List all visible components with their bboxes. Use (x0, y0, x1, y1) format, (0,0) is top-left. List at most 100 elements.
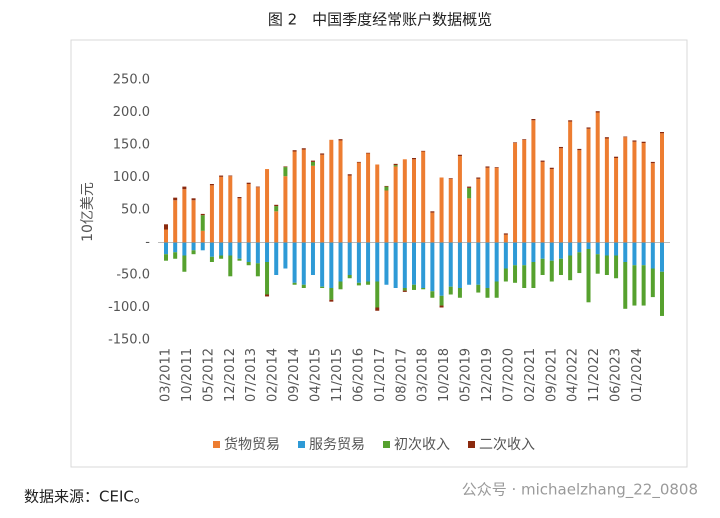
legend-label: 服务贸易 (309, 437, 365, 453)
bar-segment (650, 268, 655, 298)
bar-segment (356, 282, 361, 286)
bar-segment (549, 167, 554, 170)
bar-segment (393, 242, 398, 288)
bar-segment (219, 176, 224, 243)
bar-segment (356, 242, 361, 283)
x-tick-label: 12/2012 (223, 348, 238, 402)
y-tick-label: 150.0 (113, 138, 150, 153)
bar-segment (421, 242, 426, 288)
bar-segment (366, 242, 371, 282)
bar-segment (485, 167, 490, 243)
bar-segment (164, 224, 168, 230)
bar-segment (375, 164, 380, 243)
bar-segment (209, 184, 214, 186)
bar-segment (513, 242, 518, 266)
bar-segment (412, 159, 416, 243)
bar-segment (366, 152, 371, 154)
bar-segment (467, 187, 472, 199)
bar-segment (614, 255, 619, 279)
bar-segment (173, 252, 178, 259)
x-tick-label: 04/2015 (309, 348, 324, 402)
bar-segment (265, 294, 270, 297)
bar-segment (568, 242, 573, 256)
x-tick-label: 01/2017 (373, 348, 388, 402)
x-tick-label: 01/2024 (630, 348, 645, 402)
bar-segment (283, 166, 288, 168)
bar-segment (366, 153, 371, 243)
bar-segment (586, 127, 591, 129)
bar-segment (301, 284, 306, 288)
bar-segment (522, 265, 527, 288)
bar-segment (586, 242, 591, 249)
bar-segment (402, 242, 407, 288)
bar-segment (219, 255, 224, 259)
bar-segment (292, 242, 297, 283)
bar-segment (283, 167, 288, 177)
bar-segment (641, 265, 646, 306)
bar-segment (274, 204, 279, 207)
bar-segment (660, 271, 664, 316)
bar-segment (292, 150, 297, 152)
bar-segment (604, 255, 609, 275)
bar-segment (623, 137, 628, 243)
bar-segment (595, 242, 600, 255)
bar-segment (301, 242, 306, 285)
bar-segment (494, 167, 499, 168)
bar-segment (237, 242, 242, 259)
x-tick-label: 07/2020 (501, 348, 516, 402)
bar-segment (182, 189, 187, 243)
bar-segment (310, 160, 315, 162)
bar-segment (228, 255, 233, 277)
bar-segment (356, 162, 361, 243)
bar-segment (347, 174, 352, 176)
bar-segment (476, 178, 481, 243)
bar-segment (503, 268, 508, 282)
bar-segment (375, 242, 380, 282)
bar-segment (632, 242, 637, 266)
bar-segment (494, 281, 499, 298)
bar-segment (164, 242, 168, 255)
bar-segment (503, 234, 508, 243)
x-tick-label: 04/2022 (566, 348, 581, 402)
bar-segment (641, 242, 646, 266)
bar-segment (577, 252, 582, 274)
bar-segment (283, 176, 288, 243)
bar-segment (513, 143, 518, 243)
bar-segment (650, 161, 655, 164)
bar-segment (375, 307, 380, 311)
x-tick-label: 05/2012 (201, 348, 216, 402)
bar-segment (265, 262, 270, 295)
bar-segment (347, 275, 352, 279)
bar-segment (200, 230, 205, 243)
bar-segment (164, 254, 168, 261)
bar-segment (430, 212, 435, 243)
x-tick-label: 03/2011 (159, 348, 174, 402)
bar-segment (595, 112, 600, 243)
bar-segment (568, 255, 573, 281)
bar-segment (246, 184, 251, 243)
bar-segment (164, 229, 168, 243)
x-tick-label: 12/2019 (480, 348, 495, 402)
bar-segment (457, 288, 462, 298)
bar-segment (558, 242, 563, 259)
bar-segment (173, 200, 178, 243)
bar-segment (219, 242, 224, 256)
bar-segment (568, 121, 573, 243)
bar-segment (660, 133, 664, 243)
bar-segment (237, 198, 242, 243)
bar-segment (503, 242, 508, 269)
legend-label: 货物贸易 (224, 436, 280, 453)
bar-segment (595, 254, 600, 274)
bar-segment (577, 242, 582, 253)
bar-segment (320, 242, 325, 287)
y-axis-label: 10亿美元 (80, 182, 96, 242)
bar-segment (531, 120, 536, 243)
bar-segment (540, 161, 545, 243)
bar-segment (549, 242, 554, 261)
bar-segment (274, 242, 279, 275)
x-tick-label: 09/2014 (287, 348, 302, 402)
bar-segment (393, 165, 398, 167)
legend-label: 初次收入 (394, 436, 450, 453)
bar-segment (660, 242, 664, 272)
bar-segment (531, 262, 536, 288)
